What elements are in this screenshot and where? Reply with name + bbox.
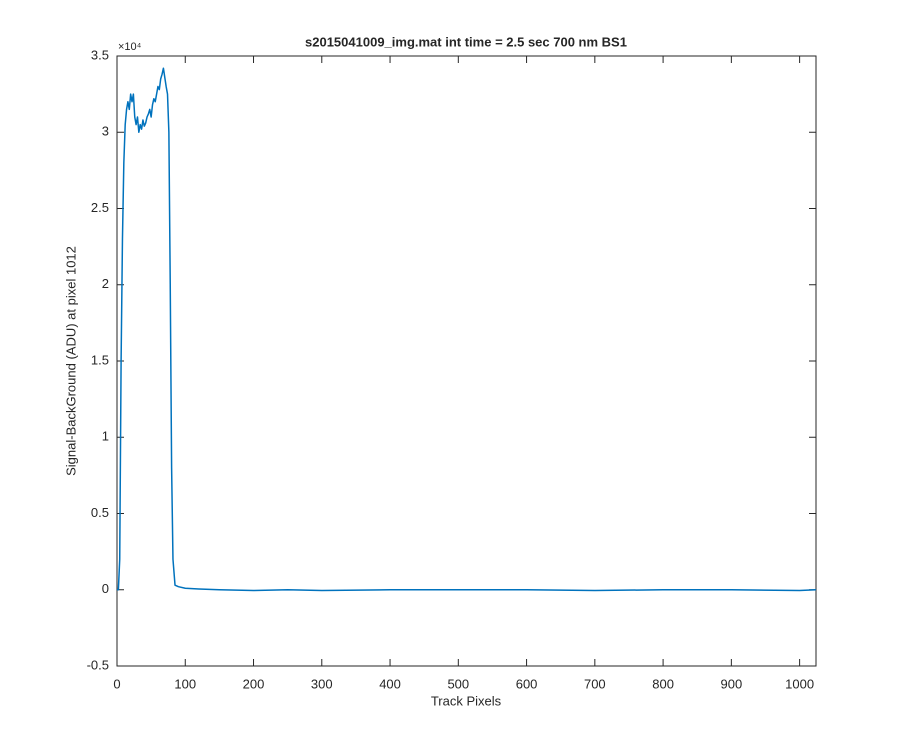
- y-tick-label: 3: [102, 124, 109, 139]
- x-tick-label: 100: [174, 676, 196, 691]
- y-tick-label: 1.5: [91, 352, 109, 367]
- y-tick-label: 2.5: [91, 200, 109, 215]
- x-tick-label: 600: [516, 676, 538, 691]
- chart-title: s2015041009_img.mat int time = 2.5 sec 7…: [305, 34, 627, 49]
- x-tick-label: 300: [311, 676, 333, 691]
- x-tick-label: 700: [584, 676, 606, 691]
- y-axis-label: Signal-BackGround (ADU) at pixel 1012: [63, 246, 78, 476]
- y-tick-label: 0.5: [91, 505, 109, 520]
- y-tick-label: 0: [102, 581, 109, 596]
- y-tick-label: 3.5: [91, 47, 109, 62]
- x-tick-label: 1000: [785, 676, 814, 691]
- y-multiplier: ×10⁴: [118, 41, 142, 53]
- x-tick-label: 200: [243, 676, 265, 691]
- x-tick-label: 400: [379, 676, 401, 691]
- y-tick-label: -0.5: [87, 657, 109, 672]
- x-tick-label: 500: [447, 676, 469, 691]
- x-axis-label: Track Pixels: [431, 693, 502, 708]
- x-tick-label: 0: [113, 676, 120, 691]
- y-tick-label: 2: [102, 276, 109, 291]
- y-tick-label: 1: [102, 429, 109, 444]
- data-line: [117, 67, 817, 592]
- x-tick-label: 800: [652, 676, 674, 691]
- axes-box: [116, 55, 817, 667]
- x-tick-label: 900: [721, 676, 743, 691]
